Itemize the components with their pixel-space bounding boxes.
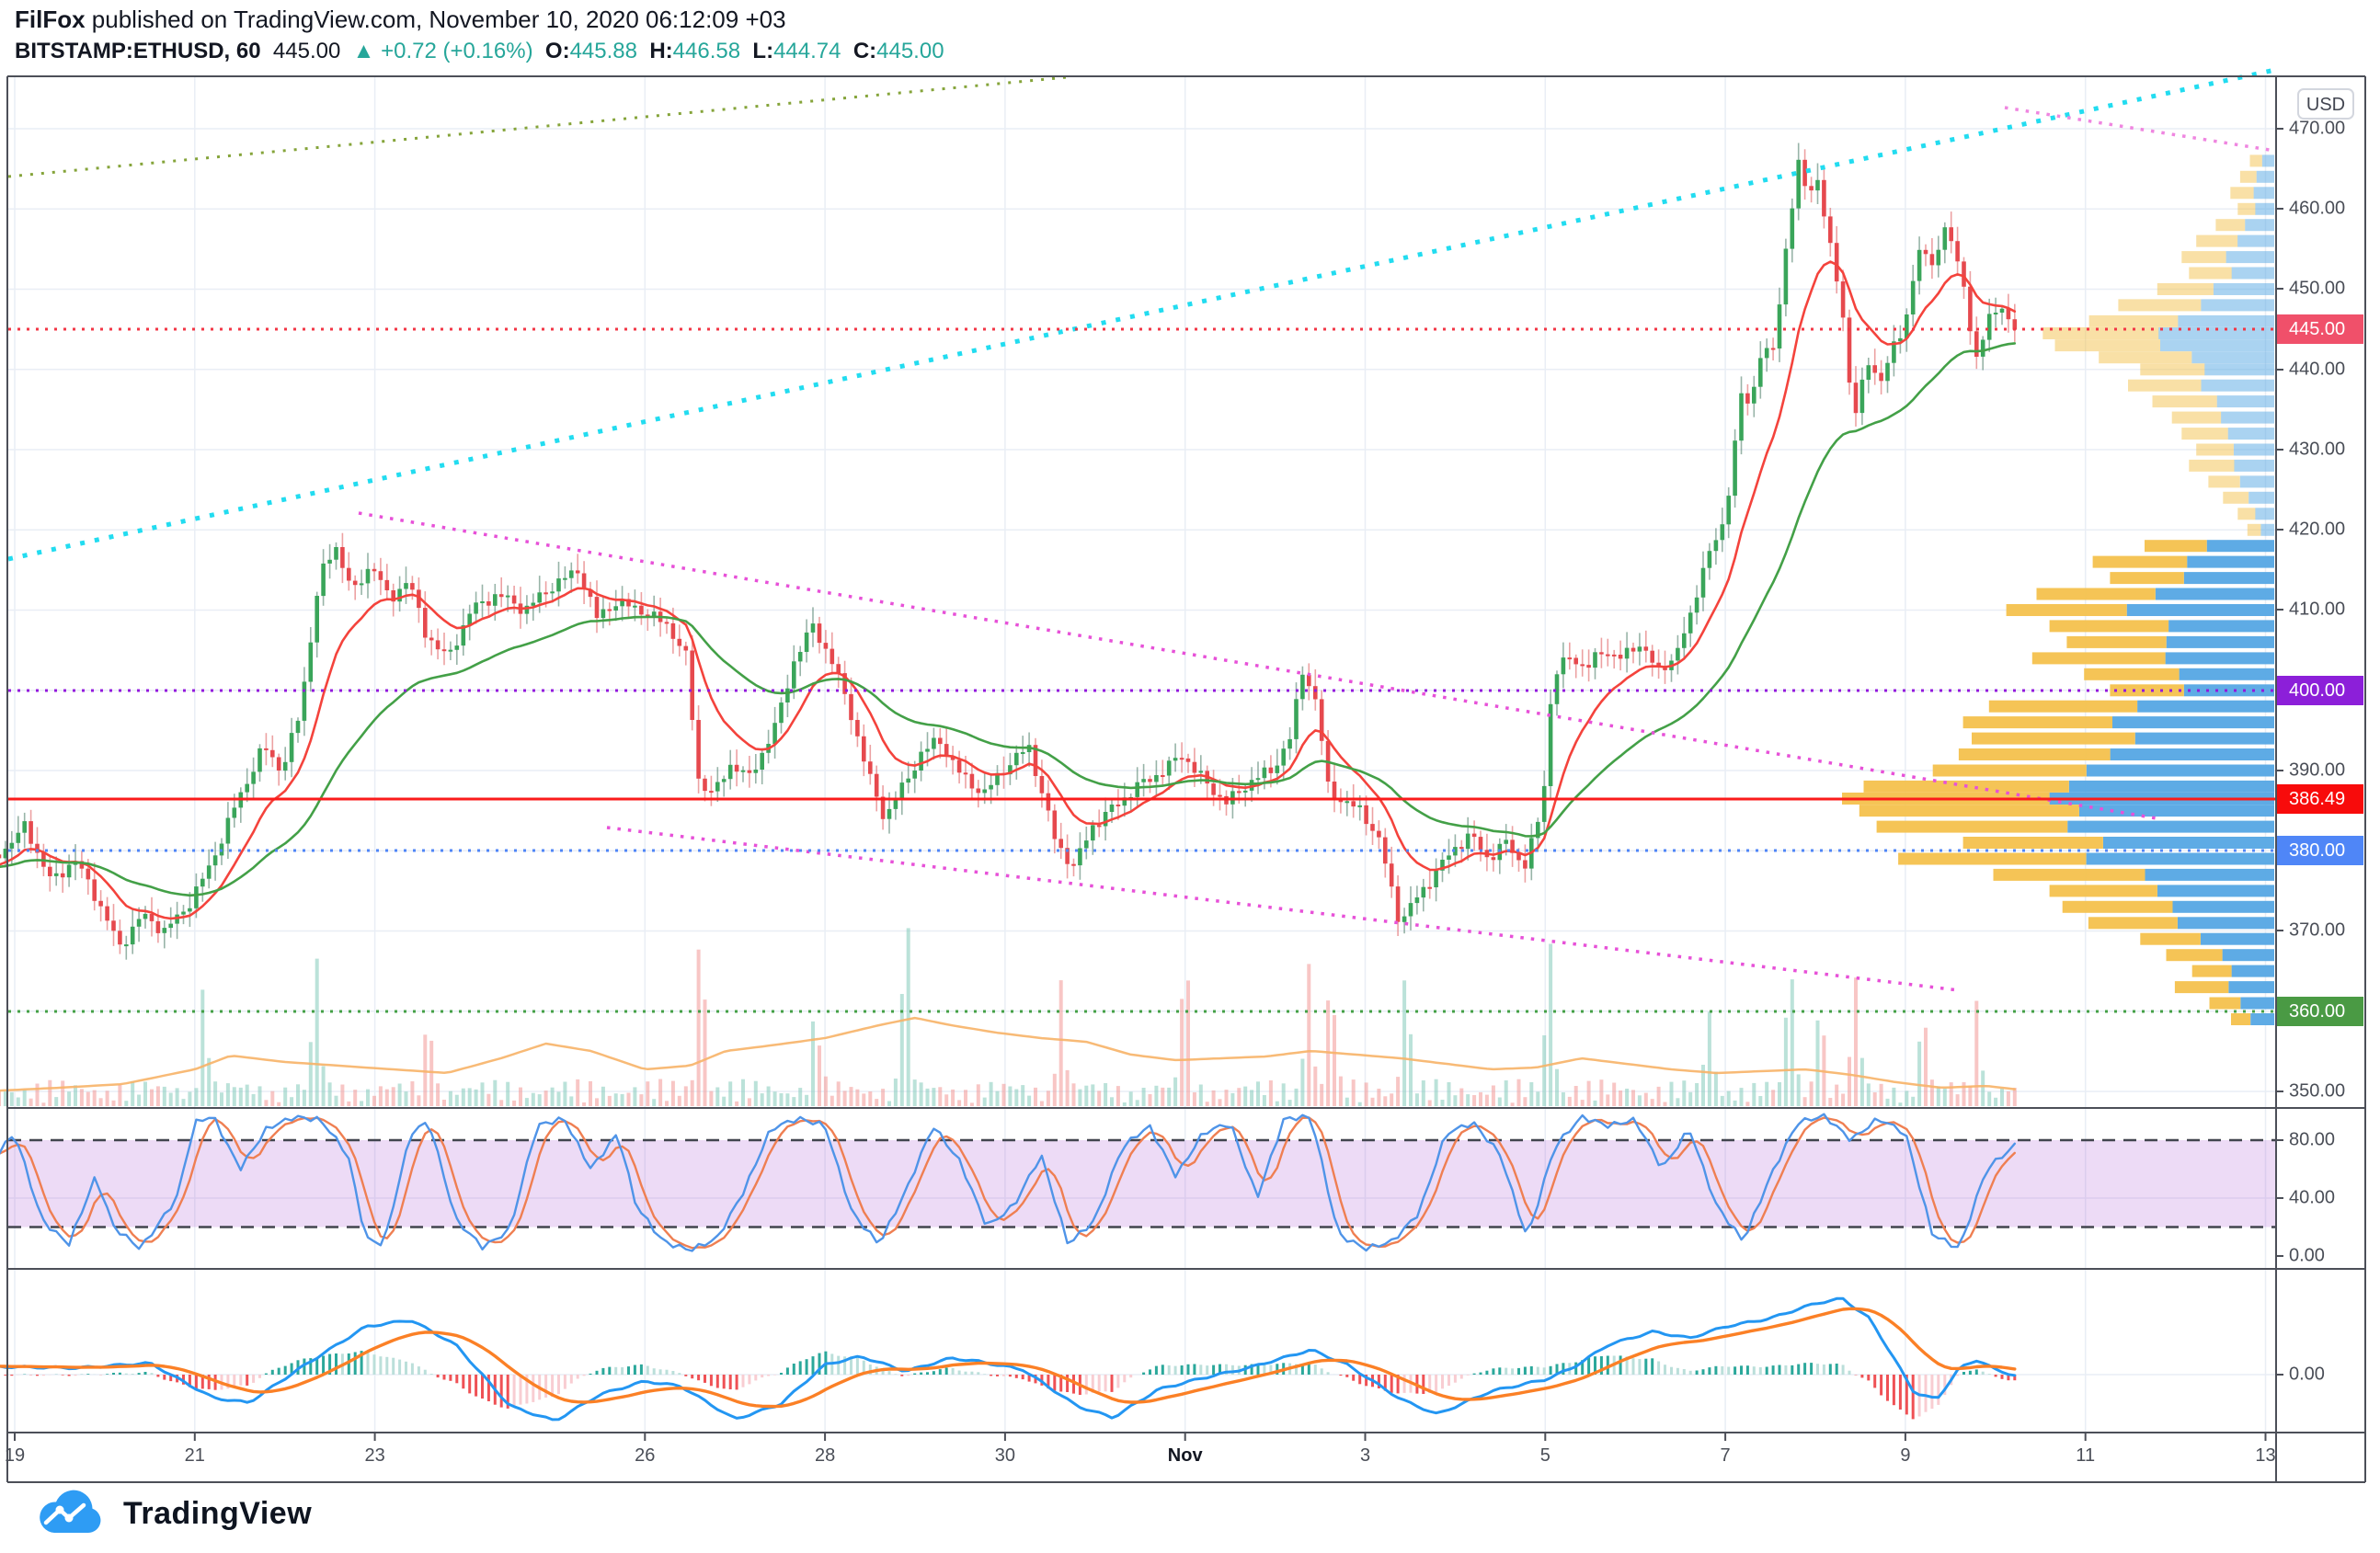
- price-level-chip[interactable]: 386.49: [2277, 784, 2363, 814]
- price-level-chip[interactable]: 445.00: [2277, 314, 2363, 344]
- last-price: 445.00: [273, 39, 340, 63]
- price-tick-label: 460.00: [2289, 199, 2345, 220]
- close-label: C:: [853, 39, 876, 63]
- price-tick-label: 370.00: [2289, 920, 2345, 942]
- low-value: 444.74: [773, 39, 841, 63]
- price-change: +0.72 (+0.16%): [381, 39, 532, 63]
- tradingview-attribution[interactable]: TradingView: [31, 1488, 312, 1539]
- time-tick-label-3: 3: [1360, 1445, 1370, 1467]
- price-tick-label: 420.00: [2289, 520, 2345, 541]
- publish-line: FilFox published on TradingView.com, Nov…: [15, 4, 944, 35]
- header: FilFox published on TradingView.com, Nov…: [15, 4, 944, 66]
- time-tick-label-28: 28: [815, 1445, 835, 1467]
- price-tick-label: 470.00: [2289, 119, 2345, 140]
- symbol-line: BITSTAMP:ETHUSD, 60 445.00 ▲ +0.72 (+0.1…: [15, 37, 944, 66]
- author-name: FilFox: [15, 6, 86, 33]
- close-value: 445.00: [876, 39, 944, 63]
- price-tick-label: 410.00: [2289, 600, 2345, 621]
- time-tick-label-26: 26: [635, 1445, 655, 1467]
- price-axis[interactable]: 470.00 460.00 450.00 440.00 430.00 420.00 410.…: [2276, 76, 2365, 1482]
- up-arrow-icon: ▲: [353, 39, 375, 63]
- time-axis[interactable]: 19 21 23 26 28 30 Nov 3 5 7 9 11 13: [0, 1434, 2276, 1480]
- time-tick-label-21: 21: [185, 1445, 205, 1467]
- time-tick-label-7: 7: [1721, 1445, 1731, 1467]
- price-tick-label: 450.00: [2289, 279, 2345, 300]
- time-tick-label-9: 9: [1900, 1445, 1910, 1467]
- price-tick-label: 390.00: [2289, 760, 2345, 782]
- open-label: O:: [545, 39, 570, 63]
- price-level-chip[interactable]: 400.00: [2277, 676, 2363, 705]
- price-tick-label: 430.00: [2289, 440, 2345, 461]
- time-tick-label-30: 30: [995, 1445, 1015, 1467]
- time-tick-label-nov: Nov: [1168, 1445, 1203, 1467]
- price-tick-label: 350.00: [2289, 1081, 2345, 1102]
- publish-text: published on TradingView.com, November 1…: [86, 6, 786, 33]
- price-tick-label: 80.00: [2289, 1130, 2335, 1151]
- high-label: H:: [649, 39, 672, 63]
- price-level-chip[interactable]: 380.00: [2277, 836, 2363, 865]
- low-label: L:: [752, 39, 773, 63]
- open-value: 445.88: [570, 39, 637, 63]
- time-tick-label-23: 23: [364, 1445, 384, 1467]
- symbol-name[interactable]: BITSTAMP:ETHUSD, 60: [15, 39, 261, 63]
- time-tick-label-19: 19: [5, 1445, 25, 1467]
- time-tick-label-13: 13: [2255, 1445, 2275, 1467]
- high-value: 446.58: [673, 39, 740, 63]
- price-level-chip[interactable]: 360.00: [2277, 997, 2363, 1026]
- price-tick-label: 40.00: [2289, 1188, 2335, 1209]
- price-tick-label: 0.00: [2289, 1365, 2325, 1386]
- price-tick-label: 440.00: [2289, 360, 2345, 381]
- time-tick-label-5: 5: [1540, 1445, 1550, 1467]
- brand-name: TradingView: [123, 1496, 312, 1532]
- tradingview-logo-icon: [31, 1490, 110, 1537]
- time-tick-label-11: 11: [2076, 1445, 2095, 1467]
- price-tick-label: 0.00: [2289, 1246, 2325, 1267]
